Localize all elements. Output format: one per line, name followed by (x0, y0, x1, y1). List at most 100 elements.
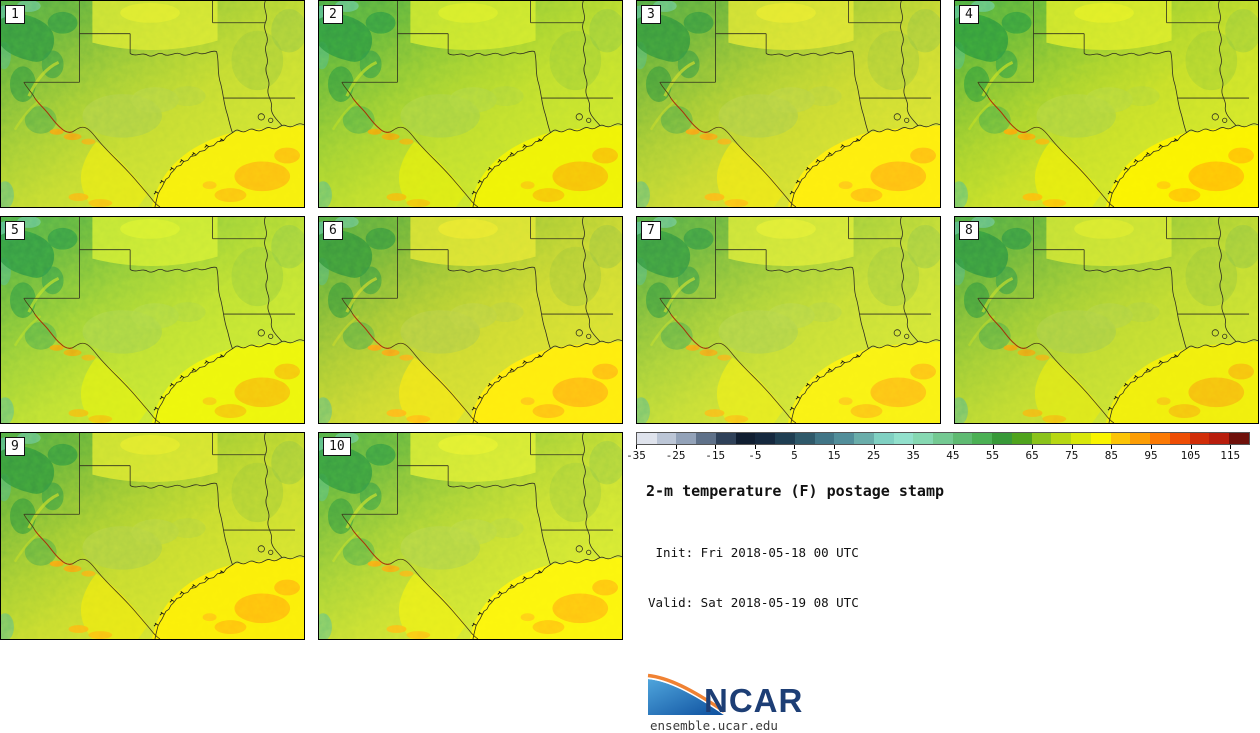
temperature-map (955, 217, 1258, 423)
colorbar-segment (972, 433, 993, 444)
colorbar-segment (952, 433, 973, 444)
colorbar-tick-label: -25 (665, 449, 686, 462)
member-number: 10 (329, 439, 345, 454)
colorbar-tick-label: -35 (626, 449, 646, 462)
ensemble-panel-1: 1 (0, 0, 305, 208)
colorbar-tick-label: 105 (1180, 449, 1201, 462)
colorbar-segment (637, 433, 657, 444)
colorbar-segment (1130, 433, 1151, 444)
member-number-badge: 6 (323, 221, 343, 240)
temperature-map (319, 1, 622, 207)
member-number: 9 (11, 439, 19, 454)
temperature-map (1, 217, 304, 423)
member-number: 6 (329, 223, 337, 238)
valid-time: Valid: Sat 2018-05-19 08 UTC (648, 594, 859, 610)
temperature-map (637, 217, 940, 423)
colorbar-tick-label: 25 (867, 449, 881, 462)
colorbar-segment (913, 433, 934, 444)
ensemble-panel-2: 2 (318, 0, 623, 208)
ensemble-panel-8: 8 (954, 216, 1259, 424)
temperature-map (1, 1, 304, 207)
ensemble-panel-4: 4 (954, 0, 1259, 208)
member-number-badge: 10 (323, 437, 351, 456)
colorbar-tick-label: 5 (791, 449, 798, 462)
colorbar-segment (696, 433, 716, 444)
ncar-wordmark: NCAR (704, 682, 803, 717)
temperature-map (637, 1, 940, 207)
member-number: 3 (647, 7, 655, 22)
temperature-map (319, 433, 622, 639)
temperature-map (319, 217, 622, 423)
colorbar-tick-label: 95 (1144, 449, 1158, 462)
ensemble-panel-9: 9 (0, 432, 305, 640)
member-number-badge: 3 (641, 5, 661, 24)
member-number-badge: 8 (959, 221, 979, 240)
colorbar-segment (676, 433, 697, 444)
colorbar-segment (1110, 433, 1131, 444)
colorbar-segment (1090, 433, 1111, 444)
ensemble-panel-7: 7 (636, 216, 941, 424)
colorbar-segment (715, 433, 736, 444)
colorbar-segment (992, 433, 1012, 444)
colorbar-segment (794, 433, 815, 444)
colorbar-tick-label: 35 (906, 449, 920, 462)
colorbar-segment (1031, 433, 1052, 444)
member-number-badge: 5 (5, 221, 25, 240)
colorbar-segment (775, 433, 795, 444)
temperature-map (1, 433, 304, 639)
colorbar-segment (1051, 433, 1072, 444)
member-number: 7 (647, 223, 655, 238)
website-url: ensemble.ucar.edu (650, 718, 778, 733)
colorbar-segment (656, 433, 677, 444)
member-number-badge: 2 (323, 5, 343, 24)
colorbar-tick-label: -5 (748, 449, 762, 462)
colorbar-segment (1150, 433, 1170, 444)
colorbar-segment (854, 433, 874, 444)
colorbar-segment (933, 433, 953, 444)
member-number-badge: 4 (959, 5, 979, 24)
colorbar-segment (1071, 433, 1091, 444)
time-info: Init: Fri 2018-05-18 00 UTC Valid: Sat 2… (648, 512, 1259, 644)
ensemble-panel-10: 10 (318, 432, 623, 640)
colorbar-segment (1011, 433, 1032, 444)
colorbar-segment (814, 433, 835, 444)
figure-title: 2-m temperature (F) postage stamp (646, 482, 945, 500)
colorbar-segment (1209, 433, 1230, 444)
member-number: 5 (11, 223, 19, 238)
member-number: 4 (965, 7, 973, 22)
member-number: 8 (965, 223, 973, 238)
colorbar (636, 432, 1250, 445)
member-number: 1 (11, 7, 19, 22)
colorbar-segment (834, 433, 855, 444)
colorbar-tick-label: 65 (1025, 449, 1039, 462)
colorbar-tick-label: 55 (985, 449, 1000, 462)
colorbar-segment (873, 433, 894, 444)
colorbar-segment (1169, 433, 1190, 444)
ensemble-panel-3: 3 (636, 0, 941, 208)
member-number-badge: 7 (641, 221, 661, 240)
colorbar-segment (755, 433, 776, 444)
ensemble-panel-5: 5 (0, 216, 305, 424)
colorbar-ticks: -35 -25 -15 -5 5 15 25 35 45 55 65 75 85 95 105 115 (626, 445, 1250, 463)
colorbar-segment (893, 433, 914, 444)
member-number-badge: 1 (5, 5, 25, 24)
member-number: 2 (329, 7, 337, 22)
ncar-logo: NCAR (646, 669, 1259, 719)
colorbar-tick-label: 115 (1220, 449, 1241, 462)
colorbar-tick-label: -15 (705, 449, 726, 462)
ncar-swoosh-icon: NCAR (647, 673, 803, 719)
colorbar-tick-label: 45 (946, 449, 960, 462)
colorbar-tick-label: 75 (1065, 449, 1079, 462)
init-time: Init: Fri 2018-05-18 00 UTC (648, 545, 859, 560)
legend-info-block: -35 -25 -15 -5 5 15 25 35 45 55 65 75 85 95 105 115 2-m… (626, 432, 1259, 733)
colorbar-tick-label: 85 (1104, 449, 1118, 462)
temperature-map (955, 1, 1258, 207)
colorbar-segment (1189, 433, 1210, 444)
ensemble-panel-6: 6 (318, 216, 623, 424)
member-number-badge: 9 (5, 437, 25, 456)
colorbar-segment (1229, 433, 1249, 444)
colorbar-tick-label: 15 (827, 449, 841, 462)
colorbar-segment (735, 433, 756, 444)
